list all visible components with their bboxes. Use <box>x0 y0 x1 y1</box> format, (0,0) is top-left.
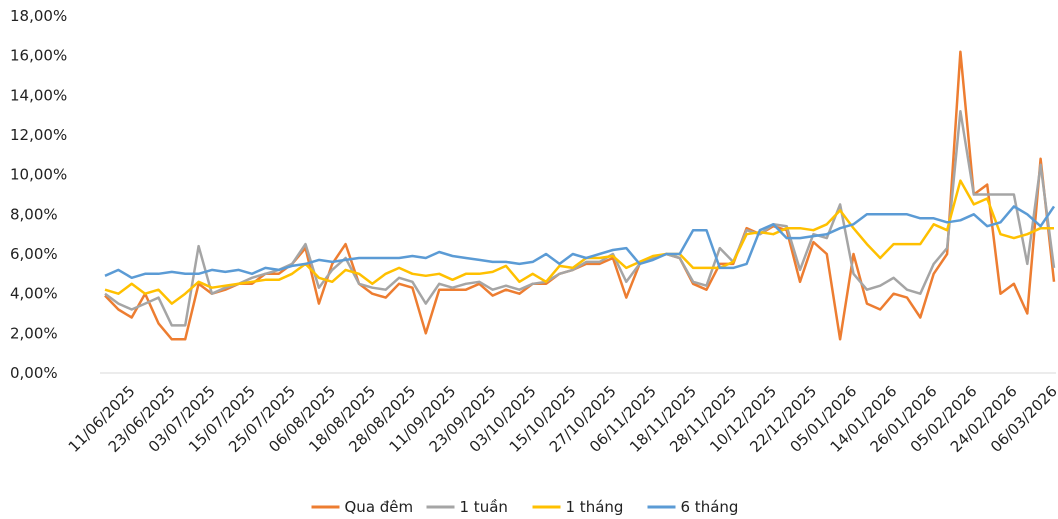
y-tick-label: 8,00% <box>10 205 58 223</box>
legend-label: 6 tháng <box>681 498 739 516</box>
legend-label: 1 tháng <box>566 498 624 516</box>
line-series <box>104 109 1056 327</box>
line-series <box>104 205 1056 280</box>
y-tick-label: 6,00% <box>10 245 58 263</box>
y-tick-label: 10,00% <box>10 166 67 184</box>
y-tick-label: 4,00% <box>10 285 58 303</box>
line-series <box>104 179 1054 305</box>
legend-label: Qua đêm <box>345 498 414 516</box>
y-tick-label: 16,00% <box>10 47 67 65</box>
y-tick-label: 0,00% <box>10 364 58 382</box>
y-tick-label: 14,00% <box>10 86 67 104</box>
y-tick-label: 2,00% <box>10 324 58 342</box>
line-series <box>104 50 1056 341</box>
legend-label: 1 tuần <box>460 498 508 516</box>
y-tick-label: 18,00% <box>10 7 67 25</box>
y-tick-label: 12,00% <box>10 126 67 144</box>
